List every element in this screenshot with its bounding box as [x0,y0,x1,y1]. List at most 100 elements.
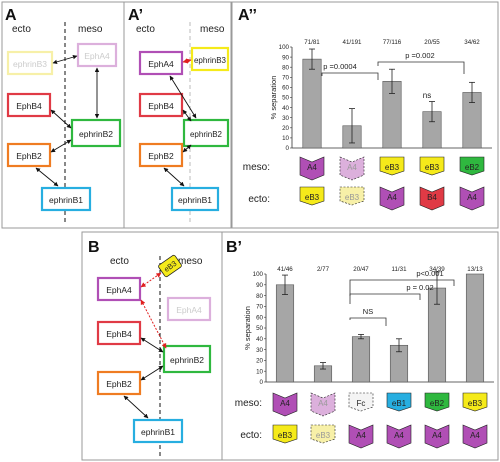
box-ephrinb2 [70,118,122,148]
chart-b1-ecto-label: eB3 [278,431,293,440]
chart-a2-sig-bracket-2 [377,61,465,74]
chart-b1-meso-label: Fc [357,399,366,408]
panel-a-meso-label: meso [78,24,103,35]
chart-a2-ecto-shape [339,186,365,206]
chart-b1-bar [465,273,485,383]
chart-a2-sig-bracket-1 [321,72,379,80]
chart-a2-ecto-label: A4 [387,193,397,202]
arrow-ephb4-ephrinb2-a1 [182,109,192,122]
panel-a1-ecto-label: ecto [136,24,155,35]
chart-a2-ecto-label: eB3 [305,193,320,202]
panel-b-ecto-label: ecto [110,256,129,267]
chart-b1-y-tick-label: 90 [256,282,263,289]
box-epha4-label: EphA4 [84,51,110,61]
panel-a1: A’ ecto meso EphA4 ephrinB3 EphB4 ephrin… [128,7,230,225]
chart-b1-ecto-label: A4 [470,431,480,440]
chart-b1-meso-shape [424,392,450,412]
chart-b1-ecto-shape [348,424,374,449]
chart-a2-y-tick-label: 30 [282,115,289,122]
chart-a2-y-tick-label: 90 [282,54,289,61]
box-ephrinb2-label: ephrinB2 [79,129,113,139]
chart-a2-row-ecto: ecto: [248,194,270,205]
chart-b1-y-tick-label: 0 [260,379,264,386]
chart-b1-ecto-shape [310,424,336,444]
chart-b1-ecto-label: A4 [432,431,442,440]
chart-b1-bar [275,284,295,383]
box-ephb2-b-label: EphB2 [106,379,132,389]
chart-b1-y-tick-label: 40 [256,336,263,343]
chart-b1-count-label: 41/46 [277,266,293,273]
chart-b1-y-tick-label: 80 [256,293,263,300]
chart-b1-sig-bracket-2 [349,293,421,304]
box-ephrinb1-b-label: ephrinB1 [141,427,175,437]
chart-b1-meso-label: eB1 [392,399,407,408]
chart-a2-meso-label: eB3 [425,163,440,172]
chart-a2-sig-1: p =0.0004 [323,62,357,71]
arrow-epha4-eb3-b [140,272,162,288]
panel-b-meso-label: meso [178,256,203,267]
box-ephrinb3-label: ephrinB3 [13,59,47,69]
chart-a2-y-tick-label: 20 [282,125,289,132]
chart-b1-ecto-label: A4 [394,431,404,440]
arrow-epha4-ephrinb3-a1 [182,58,192,64]
box-ephb4-label: EphB4 [16,101,42,111]
chart-b1-meso-label: eB3 [468,399,483,408]
box-ephb4-b [96,320,142,346]
arrow-ephb2-ephrinb1 [35,167,59,187]
chart-b1-sig-bracket-1 [349,279,455,296]
chart-b1-meso-shape [272,392,298,417]
chart-a2-meso-shape [299,156,325,181]
panel-a-label: A [5,7,17,24]
chart-b1-meso-label: A4 [280,399,290,408]
arrow-ephrinb3-epha4 [52,54,78,65]
chart-a2-row-meso: meso: [243,162,270,173]
box-epha4-a1 [138,50,184,76]
arrow-ephb4-ephrinb2 [50,109,72,129]
chart-b1-ecto-label: A4 [356,431,366,440]
chart-b1-ecto-shape [424,424,450,449]
box-ephrinb1-a1-label: ephrinB1 [178,195,212,205]
chart-b1-y-tick-label: 50 [256,325,263,332]
box-epha4-meso-b-label: EphA4 [176,305,202,315]
chart-b1-count-label: 11/31 [391,266,407,273]
chart-a2: 0 10 20 30 40 50 60 70 80 90 100 % separation 71/81 A… [269,39,492,211]
arrow-ephb4-ephrinb2-b [140,337,164,353]
panel-frame-b1 [221,231,499,461]
box-ephrinb2-b-label: ephrinB2 [170,355,204,365]
chart-a2-ecto-label: B4 [427,193,437,202]
box-ephrinb1 [40,186,92,212]
box-epha4-a1-label: EphA4 [148,59,174,69]
panel-frame-a2 [231,1,499,229]
chart-b1-y-tick-label: 100 [253,271,264,278]
chart-a2-sig-2: p =0.002 [405,51,434,60]
chart-a2-count-label: 77/116 [383,39,402,46]
panel-b: B ecto meso eB3 EphA4 EphA4 EphB4 ephrin… [88,239,212,458]
chart-a2-ecto-label: A4 [467,193,477,202]
chart-b1-row-meso: meso: [235,398,262,409]
box-ephrinb1-a1 [170,186,220,212]
arrow-ephb2-ephrinb1-b [123,395,149,419]
chart-b1-count-label: 13/13 [467,266,483,273]
chart-b1-count-label: 20/47 [353,266,369,273]
chart-b1-y-tick-label: 70 [256,304,263,311]
chart-b1-ns-bracket [349,317,387,326]
chart-b1-count-label: 2/77 [317,266,330,273]
panel-b-label: B [88,239,100,256]
panel-a: A ecto meso ephrinB3 EphA4 EphB4 ephrinB… [5,7,122,225]
chart-b1-meso-shape [386,392,412,412]
box-ephb4-a1-label: EphB4 [148,101,174,111]
panel-a1-label: A’ [128,7,143,24]
panel-b1-label: B’ [226,239,242,256]
chart-a2-ns: ns [423,91,431,100]
chart-b1-row-ecto: ecto: [240,430,262,441]
box-ephrinb3 [6,50,54,76]
chart-b1-sig-2: p = 0.02 [406,283,433,292]
chart-b1-count-label: 34/39 [429,266,445,273]
chart-b1-meso-label: eB2 [430,399,445,408]
panel-b1: B’ 0 10 20 30 40 50 60 70 80 90 100 % separation 41/… [226,239,494,449]
box-ephrinb3-a1-label: ephrinB3 [194,56,227,65]
chart-a2-y-tick-label: 100 [279,44,290,51]
chart-a2-ecto-shape [299,186,325,206]
box-ephb4 [6,92,52,118]
chart-a2-y-tick-label: 0 [286,145,290,152]
